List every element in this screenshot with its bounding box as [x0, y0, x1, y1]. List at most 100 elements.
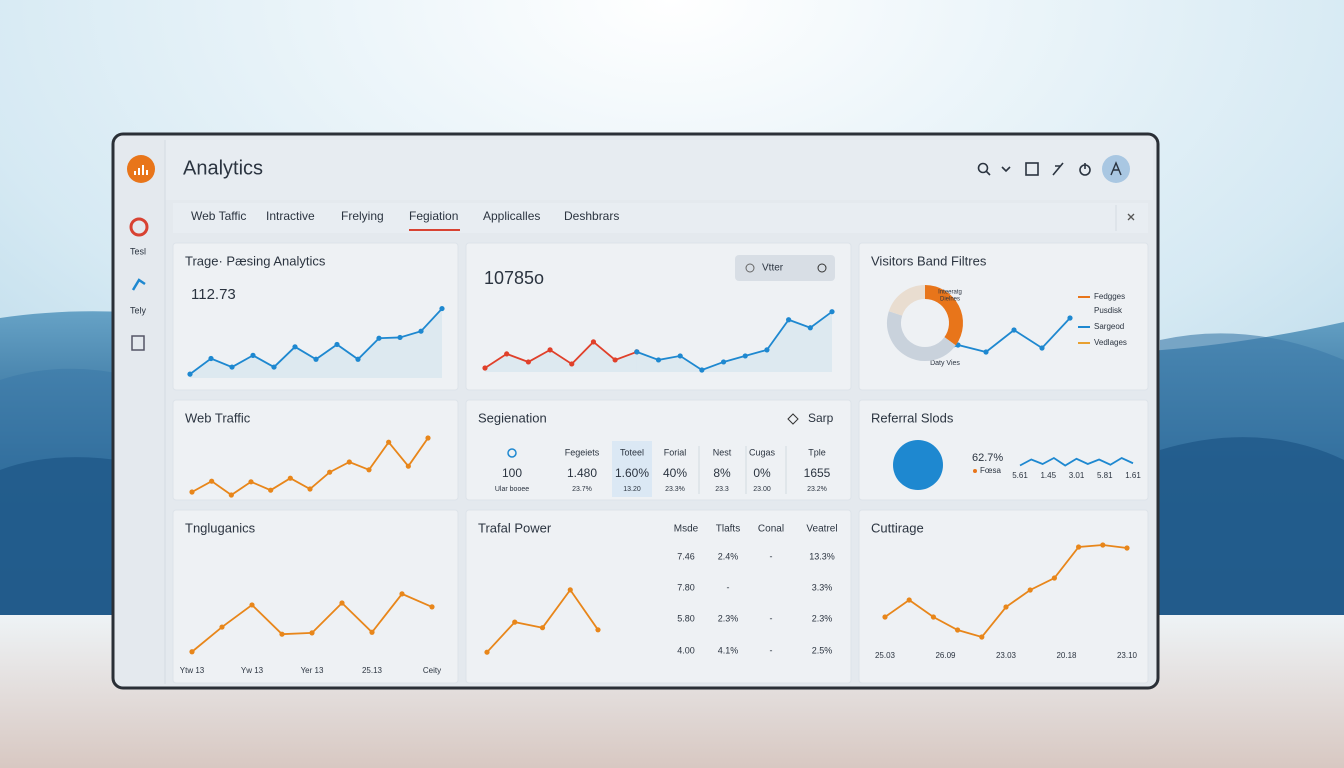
button-icon[interactable]	[787, 413, 799, 425]
point	[955, 627, 961, 633]
share-icon[interactable]	[1052, 162, 1064, 176]
point	[189, 649, 195, 655]
toolbar	[977, 162, 1091, 176]
expand-icon[interactable]	[1025, 162, 1039, 176]
point	[983, 349, 989, 355]
grid-cell: 5.80	[677, 613, 695, 623]
button-label: Vtter	[762, 263, 784, 274]
panel	[465, 399, 852, 501]
tab[interactable]: Intractive	[266, 209, 315, 223]
panel-title: Cuttirage	[871, 520, 924, 535]
tab[interactable]: Fegiation	[409, 209, 458, 223]
point	[567, 587, 573, 593]
point	[720, 359, 727, 365]
point	[504, 351, 510, 357]
point	[1039, 345, 1045, 351]
point	[930, 614, 937, 620]
panel-title: Segienation	[478, 410, 547, 425]
point	[339, 600, 345, 606]
x-label: 1.61	[1125, 471, 1141, 480]
sidebar-icon[interactable]	[131, 335, 145, 351]
line	[636, 310, 833, 371]
x-label: 5.81	[1097, 471, 1113, 480]
point	[425, 435, 431, 441]
column-sub: 23.3	[715, 486, 729, 493]
column-value: 1.480	[567, 466, 597, 480]
point	[249, 602, 255, 608]
point	[1067, 315, 1073, 321]
donut-label: Dielnes	[940, 297, 960, 303]
point	[1011, 327, 1017, 333]
sidebar-icon[interactable]	[131, 278, 146, 291]
grid-cell: 4.1%	[718, 645, 739, 655]
header-bar	[165, 140, 1153, 200]
column-icon	[507, 448, 517, 458]
column-value: 40%	[663, 466, 687, 480]
app-title: Analytics	[183, 157, 263, 179]
point	[906, 597, 912, 603]
donut-label: Inteeratg	[938, 290, 962, 296]
panel	[172, 509, 459, 684]
sidebar-label: Tely	[130, 305, 147, 315]
x-label: Ceity	[423, 666, 441, 675]
point	[655, 357, 662, 363]
area	[485, 341, 637, 372]
sidebar-icon[interactable]	[129, 217, 149, 237]
point	[250, 352, 256, 358]
tab[interactable]: Deshbrars	[564, 209, 619, 223]
button-label: Sarp	[808, 411, 834, 425]
panel-title: Tngluganics	[185, 520, 256, 535]
grid-header: Veatrel	[806, 524, 837, 535]
panel-title: Web Traffic	[185, 410, 251, 425]
grid-header: Conal	[758, 524, 784, 535]
x-label: 26.09	[935, 651, 956, 660]
panel	[465, 509, 852, 684]
point	[699, 367, 705, 373]
x-label: Yw 13	[241, 666, 264, 675]
tab-underline	[409, 229, 460, 231]
point	[418, 328, 424, 334]
grid-cell: 2.3%	[718, 613, 739, 623]
point	[229, 364, 235, 370]
column-header: Forial	[664, 447, 687, 457]
x-label: 25.03	[875, 651, 896, 660]
avatar[interactable]	[1102, 155, 1130, 183]
donut-segment	[887, 311, 956, 361]
point	[279, 631, 285, 637]
area	[190, 308, 442, 378]
filter-button[interactable]	[735, 255, 835, 281]
panel-value: 10785o	[484, 268, 544, 288]
dropdown-icon[interactable]	[1001, 166, 1011, 173]
point	[482, 365, 488, 371]
point	[439, 305, 445, 312]
point	[1124, 545, 1130, 551]
point	[539, 625, 546, 631]
grid-cell: 2.4%	[718, 551, 739, 561]
panel-title: Trafal Power	[478, 520, 552, 535]
point	[228, 492, 234, 498]
point	[327, 469, 333, 475]
highlight	[612, 441, 652, 497]
sidebar-label: Tesl	[130, 246, 146, 256]
tab[interactable]: Applicalles	[483, 209, 540, 223]
point	[1100, 542, 1106, 548]
point	[366, 467, 372, 473]
avatar-icon	[1110, 161, 1122, 176]
panel-value: 112.73	[191, 286, 236, 303]
search-icon[interactable]	[977, 162, 989, 174]
point	[189, 489, 195, 495]
grid-header: Msde	[674, 524, 699, 535]
tab[interactable]: Frelying	[341, 209, 384, 223]
grid-cell: 7.80	[677, 582, 695, 592]
tab[interactable]: Web Taffic	[191, 209, 246, 223]
point	[677, 353, 683, 359]
legend-label: Sargeod	[1094, 322, 1124, 331]
panel-title: Trage· Pæsing Analytics	[185, 253, 326, 268]
grid-cell: 2.5%	[812, 645, 833, 655]
close-icon[interactable]	[1127, 213, 1135, 221]
point	[248, 479, 254, 485]
column-header: Fegeiets	[565, 447, 600, 457]
logo	[127, 155, 155, 183]
x-label: 5.61	[1012, 471, 1028, 480]
